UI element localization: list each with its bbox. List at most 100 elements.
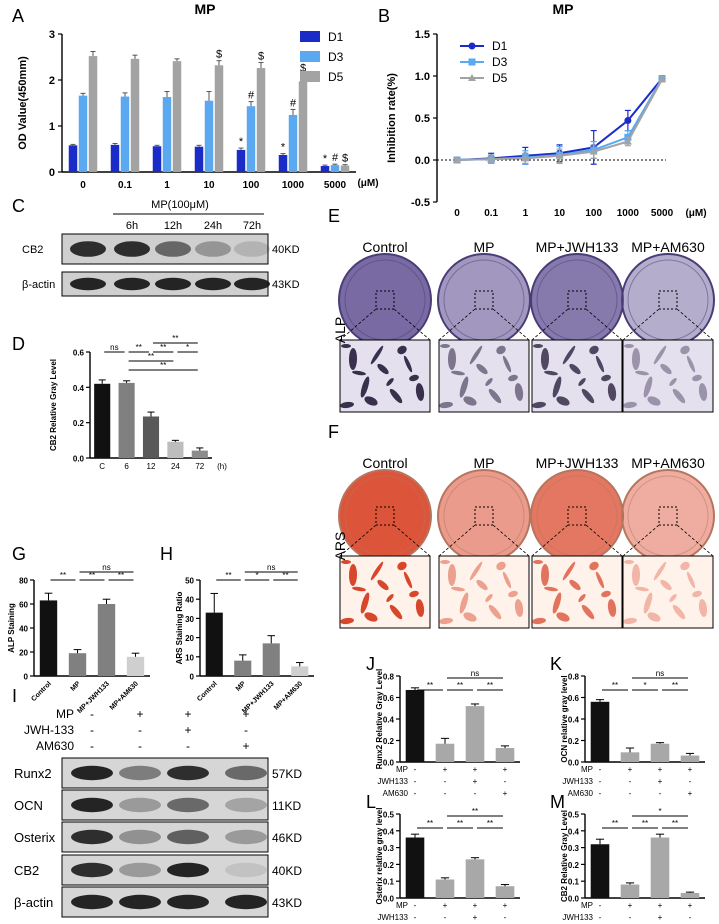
band <box>234 277 270 291</box>
treatment-sign: - <box>444 789 447 798</box>
y-tick-label: 0.0 <box>73 455 85 464</box>
treatment-sign: - <box>629 789 632 798</box>
treatment-sign: - <box>414 901 417 910</box>
y-tick-label: 0.4 <box>568 827 580 836</box>
stain-deposit <box>389 604 403 620</box>
legend-marker <box>468 58 476 66</box>
significance-mark: $ <box>258 51 264 63</box>
stain-deposit <box>463 396 477 406</box>
condition-label: AM630 <box>36 739 74 753</box>
group-label: MP <box>474 455 495 471</box>
lane-label: 6h <box>126 220 138 232</box>
stain-deposit <box>556 612 570 622</box>
zoom-guide <box>676 308 714 341</box>
stain-deposit <box>660 579 672 591</box>
significance-label: ** <box>427 819 433 828</box>
x-tick-label: 0.1 <box>118 180 132 191</box>
significance-label: ** <box>225 571 231 580</box>
zoom-guide <box>339 524 377 557</box>
treatment-sign: - <box>444 913 447 922</box>
stain-deposit <box>377 363 389 375</box>
stain-deposit <box>360 592 370 614</box>
stain-plate <box>338 469 432 563</box>
stain-deposit <box>595 571 605 589</box>
y-tick-label: 0.4 <box>383 827 395 836</box>
zoom-guide <box>492 308 530 341</box>
zoom-box <box>658 506 678 526</box>
bar-1 <box>68 653 87 676</box>
bar-2 <box>262 643 280 676</box>
x-tick-label: 5000 <box>651 208 674 219</box>
significance-mark: * <box>281 142 286 154</box>
panel-letter-E: E <box>328 206 340 226</box>
condition-sign: - <box>90 723 94 737</box>
blot-C: MP(100μM) 6h 12h 24h 72h CB2 40KD β-actin 43KD <box>22 199 300 297</box>
significance-label: ** <box>672 819 678 828</box>
condition-sign: - <box>138 739 142 753</box>
y-axis-label: ARS Staining Ratio <box>175 591 184 664</box>
zoom-box <box>658 290 678 310</box>
stain-deposit <box>624 560 634 564</box>
stain-deposit <box>488 388 502 404</box>
stain-deposit <box>352 586 366 592</box>
condition-label: MP <box>56 707 74 721</box>
point <box>555 151 564 159</box>
stain-deposit <box>485 594 493 602</box>
treatment-label: JWH133 <box>562 913 593 922</box>
legend-label: D5 <box>492 71 508 85</box>
band <box>71 765 113 781</box>
bar-0 <box>590 701 610 762</box>
band <box>225 862 267 878</box>
stain-deposit <box>647 396 661 406</box>
bar-1 <box>435 743 455 762</box>
panel-letter-F: F <box>328 422 339 442</box>
stain-deposit <box>635 370 649 376</box>
group-label: MP+JWH133 <box>536 239 619 255</box>
stain-deposit <box>415 383 425 401</box>
y-tick-label: 40 <box>19 625 28 634</box>
y-axis-label: CB2 Relative Gray Level <box>560 810 569 902</box>
x-tick-label: MP <box>70 680 83 693</box>
stain-label: ARS <box>332 532 348 561</box>
y-tick-label: 0.5 <box>415 113 430 125</box>
stain-deposit <box>370 561 384 581</box>
stain-deposit <box>340 617 354 625</box>
stain-deposit <box>680 345 690 355</box>
y-tick-label: 0.2 <box>383 737 395 746</box>
x-tick-label: 0 <box>80 180 86 191</box>
stain-deposit <box>377 579 389 591</box>
stain-deposit <box>544 370 558 376</box>
y-tick-label: 0.5 <box>383 811 395 820</box>
y-tick-label: 1.0 <box>415 71 430 83</box>
x-unit: (μM) <box>357 178 378 189</box>
stain-deposit <box>364 396 378 406</box>
lane-label: 12h <box>164 220 182 232</box>
bar-4 <box>191 450 208 458</box>
group-label: Control <box>362 455 407 471</box>
band <box>167 765 209 781</box>
bar-D3 <box>78 95 88 172</box>
point <box>623 137 632 145</box>
x-tick-label: 5000 <box>324 180 347 191</box>
stain-deposit <box>370 345 384 365</box>
zoom-guide <box>393 308 431 341</box>
band <box>71 894 113 910</box>
y-tick-label: 20 <box>19 649 28 658</box>
stain-deposit <box>552 376 562 398</box>
x-tick-label: Control <box>196 680 219 703</box>
zoom-image <box>438 555 530 629</box>
stain-deposit <box>698 599 708 617</box>
significance-label: * <box>658 807 661 816</box>
treatment-sign: + <box>658 901 663 910</box>
stain-deposit <box>581 604 595 620</box>
alp-staining: Control MP MP+JWH133 MP+AM630 ALP <box>332 239 715 413</box>
x-tick-label: 1 <box>164 180 170 191</box>
stain-deposit <box>540 564 550 586</box>
group-label: MP+JWH133 <box>536 455 619 471</box>
stain-deposit <box>440 560 450 564</box>
significance-mark: # <box>332 152 339 164</box>
y-tick-label: 0 <box>24 673 29 682</box>
bar-3 <box>167 441 184 458</box>
stain-deposit <box>397 345 407 355</box>
y-tick-label: 0.3 <box>383 844 395 853</box>
